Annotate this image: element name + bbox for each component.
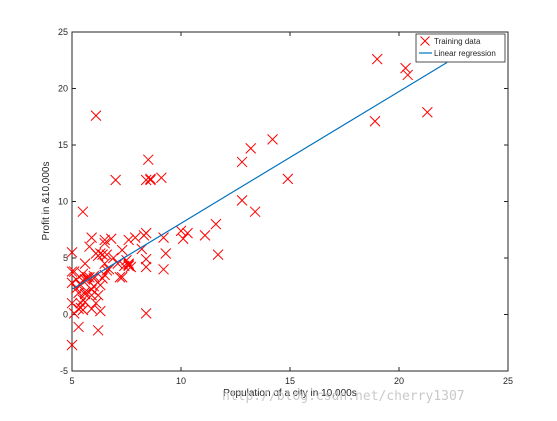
- data-point: [66, 297, 78, 309]
- y-tick-label: 25: [58, 27, 68, 37]
- data-point: [66, 277, 78, 289]
- data-point: [66, 339, 78, 351]
- data-point: [421, 106, 433, 118]
- data-point: [236, 195, 248, 206]
- data-point: [90, 248, 102, 259]
- data-point: [402, 69, 414, 81]
- data-point: [212, 249, 224, 260]
- data-point: [282, 173, 294, 185]
- data-point: [108, 252, 119, 264]
- data-point: [88, 280, 100, 292]
- legend-entries: Training data Linear regression: [419, 36, 496, 58]
- data-point: [371, 53, 383, 65]
- x-tick-label: 5: [69, 376, 74, 386]
- plot-area: [71, 31, 509, 372]
- data-point: [86, 232, 97, 244]
- data-point: [99, 234, 111, 246]
- y-tick-label: 15: [58, 140, 68, 150]
- data-point: [101, 249, 113, 260]
- data-point: [77, 268, 89, 280]
- y-tick-label: 10: [58, 197, 68, 207]
- chart-marks: [66, 53, 448, 351]
- data-point: [145, 173, 156, 185]
- legend: Training data Linear regression: [415, 33, 506, 63]
- data-point: [400, 62, 411, 74]
- data-point: [116, 271, 128, 283]
- data-point: [158, 263, 169, 275]
- y-tick-label: 0: [63, 310, 68, 320]
- data-point: [116, 244, 128, 256]
- data-point: [79, 288, 91, 300]
- legend-label: Linear regression: [434, 49, 496, 58]
- data-point: [71, 274, 82, 285]
- data-point: [75, 297, 87, 309]
- x-tick-label: 25: [503, 376, 513, 386]
- data-point: [114, 271, 126, 283]
- data-point: [68, 266, 80, 277]
- data-point: [369, 115, 381, 127]
- data-point: [145, 174, 156, 186]
- data-point: [158, 232, 169, 244]
- data-point: [245, 143, 257, 154]
- data-point: [112, 258, 124, 270]
- data-point: [94, 305, 106, 317]
- data-point: [90, 110, 102, 121]
- data-point: [140, 227, 152, 239]
- data-point: [156, 172, 167, 184]
- data-point: [123, 234, 135, 246]
- x-tick-label: 15: [285, 376, 295, 386]
- data-point: [129, 232, 141, 244]
- data-point: [125, 261, 137, 273]
- data-point: [105, 233, 117, 245]
- regression-line: [72, 61, 448, 290]
- axis-ticks: 5 10 15 20 25 -5 0 5 10 15 20 25: [58, 27, 513, 386]
- data-point: [236, 156, 248, 168]
- data-point: [79, 286, 91, 298]
- data-point: [142, 154, 154, 166]
- x-axis-label: Population of a city in 10,000s: [223, 388, 356, 399]
- data-point: [267, 133, 278, 145]
- data-point: [140, 308, 152, 319]
- y-tick-label: 20: [58, 84, 68, 94]
- data-point: [86, 303, 97, 315]
- legend-label: Training data: [434, 37, 481, 46]
- data-point: [90, 297, 102, 309]
- data-point: [66, 246, 78, 258]
- data-point: [210, 218, 222, 230]
- data-point: [123, 260, 135, 272]
- y-tick-label: -5: [60, 366, 68, 376]
- data-point: [140, 253, 152, 265]
- data-point: [86, 284, 97, 295]
- data-point: [123, 258, 135, 270]
- data-point: [249, 206, 261, 218]
- data-point: [73, 321, 84, 333]
- y-tick-label: 5: [63, 253, 68, 263]
- y-axis-label: Profit in &10,000s: [41, 162, 52, 241]
- x-tick-label: 20: [394, 376, 404, 386]
- data-point: [77, 206, 89, 218]
- data-point: [175, 225, 187, 237]
- data-point: [177, 233, 189, 245]
- data-point: [66, 266, 78, 277]
- watermark-text: http://blog.csdn.net/cherry1307: [222, 389, 465, 404]
- data-point: [110, 174, 121, 186]
- data-point: [97, 272, 108, 284]
- data-point: [140, 261, 152, 273]
- data-point: [99, 237, 111, 249]
- data-point: [97, 249, 108, 260]
- data-point: [94, 279, 106, 291]
- data-point: [140, 174, 152, 186]
- legend-marker-training: [420, 36, 430, 46]
- data-point: [103, 263, 115, 275]
- data-point: [182, 227, 193, 239]
- data-point: [199, 230, 211, 241]
- data-point: [92, 324, 104, 336]
- legend-box: [415, 33, 506, 63]
- data-point: [77, 304, 89, 316]
- x-tick-label: 10: [176, 376, 186, 386]
- data-point: [160, 248, 172, 259]
- data-point: [79, 258, 91, 270]
